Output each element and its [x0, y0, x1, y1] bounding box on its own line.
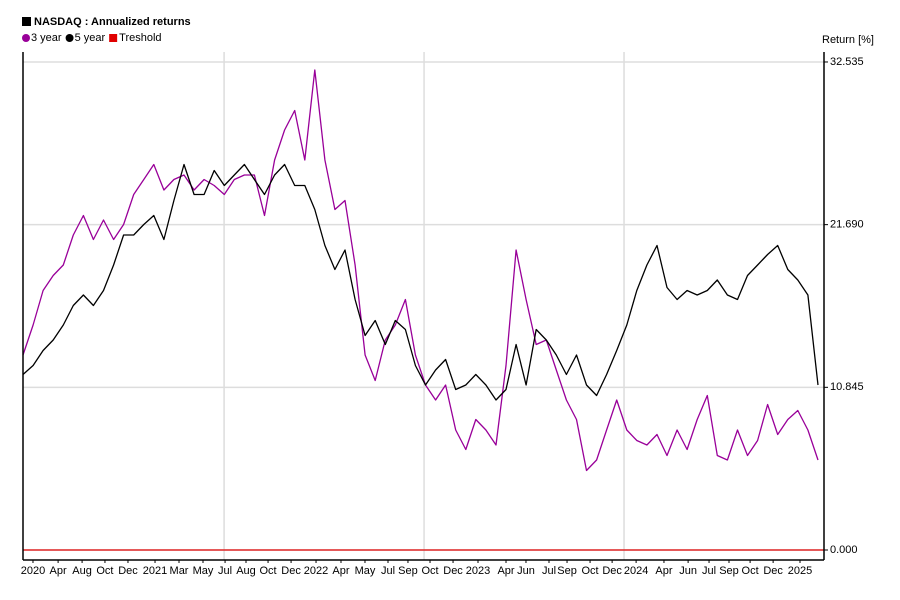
x-tick-label: Oct — [96, 565, 113, 577]
x-tick-label: Jul — [218, 565, 232, 577]
x-tick-label: Jul — [381, 565, 395, 577]
x-tick-label: May — [193, 565, 214, 577]
series-line — [22, 69, 819, 472]
x-tick-label: Dec — [118, 565, 138, 577]
chart-title: NASDAQ : Annualized returns — [34, 16, 191, 28]
x-tick-label: 2021 — [143, 565, 167, 577]
x-tick-label: Dec — [281, 565, 301, 577]
legend-marker — [65, 34, 74, 42]
x-tick-label: Oct — [581, 565, 598, 577]
x-tick-label: Dec — [602, 565, 622, 577]
title-icon — [22, 17, 31, 26]
x-tick-label: Aug — [236, 565, 256, 577]
x-tick-label: 2024 — [624, 565, 648, 577]
x-tick-label: Mar — [170, 565, 189, 577]
x-tick-label: Dec — [443, 565, 463, 577]
x-tick-label: Sep — [719, 565, 739, 577]
legend-label: 3 year — [31, 32, 62, 44]
legend-label: Treshold — [119, 32, 161, 44]
x-tick-label: 2023 — [466, 565, 490, 577]
legend-label: 5 year — [75, 32, 106, 44]
x-tick-label: 2022 — [304, 565, 328, 577]
legend-marker — [109, 34, 118, 42]
x-tick-label: Sep — [557, 565, 577, 577]
y-axis-label: Return [%] — [822, 34, 874, 46]
x-tick-label: Apr — [332, 565, 349, 577]
x-tick-label: Dec — [763, 565, 783, 577]
x-tick-label: Aug — [72, 565, 92, 577]
y-tick-label: 32.535 — [830, 56, 864, 68]
x-tick-label: May — [355, 565, 376, 577]
x-tick-label: Apr — [497, 565, 514, 577]
x-tick-label: Jun — [679, 565, 697, 577]
x-tick-label: 2025 — [788, 565, 812, 577]
x-tick-label: Apr — [50, 565, 67, 577]
y-tick-label: 21.690 — [830, 219, 864, 231]
series-line — [22, 163, 819, 401]
x-tick-label: Oct — [259, 565, 276, 577]
x-tick-label: Jul — [702, 565, 716, 577]
y-tick-label: 0.000 — [830, 544, 858, 556]
x-tick-label: Sep — [398, 565, 418, 577]
x-tick-label: Oct — [421, 565, 438, 577]
x-tick-label: Oct — [742, 565, 759, 577]
y-tick-label: 10.845 — [830, 381, 864, 393]
x-tick-label: Apr — [655, 565, 672, 577]
x-tick-label: Jun — [517, 565, 535, 577]
legend-marker — [22, 34, 30, 42]
x-tick-label: Jul — [542, 565, 556, 577]
x-tick-label: 2020 — [21, 565, 45, 577]
